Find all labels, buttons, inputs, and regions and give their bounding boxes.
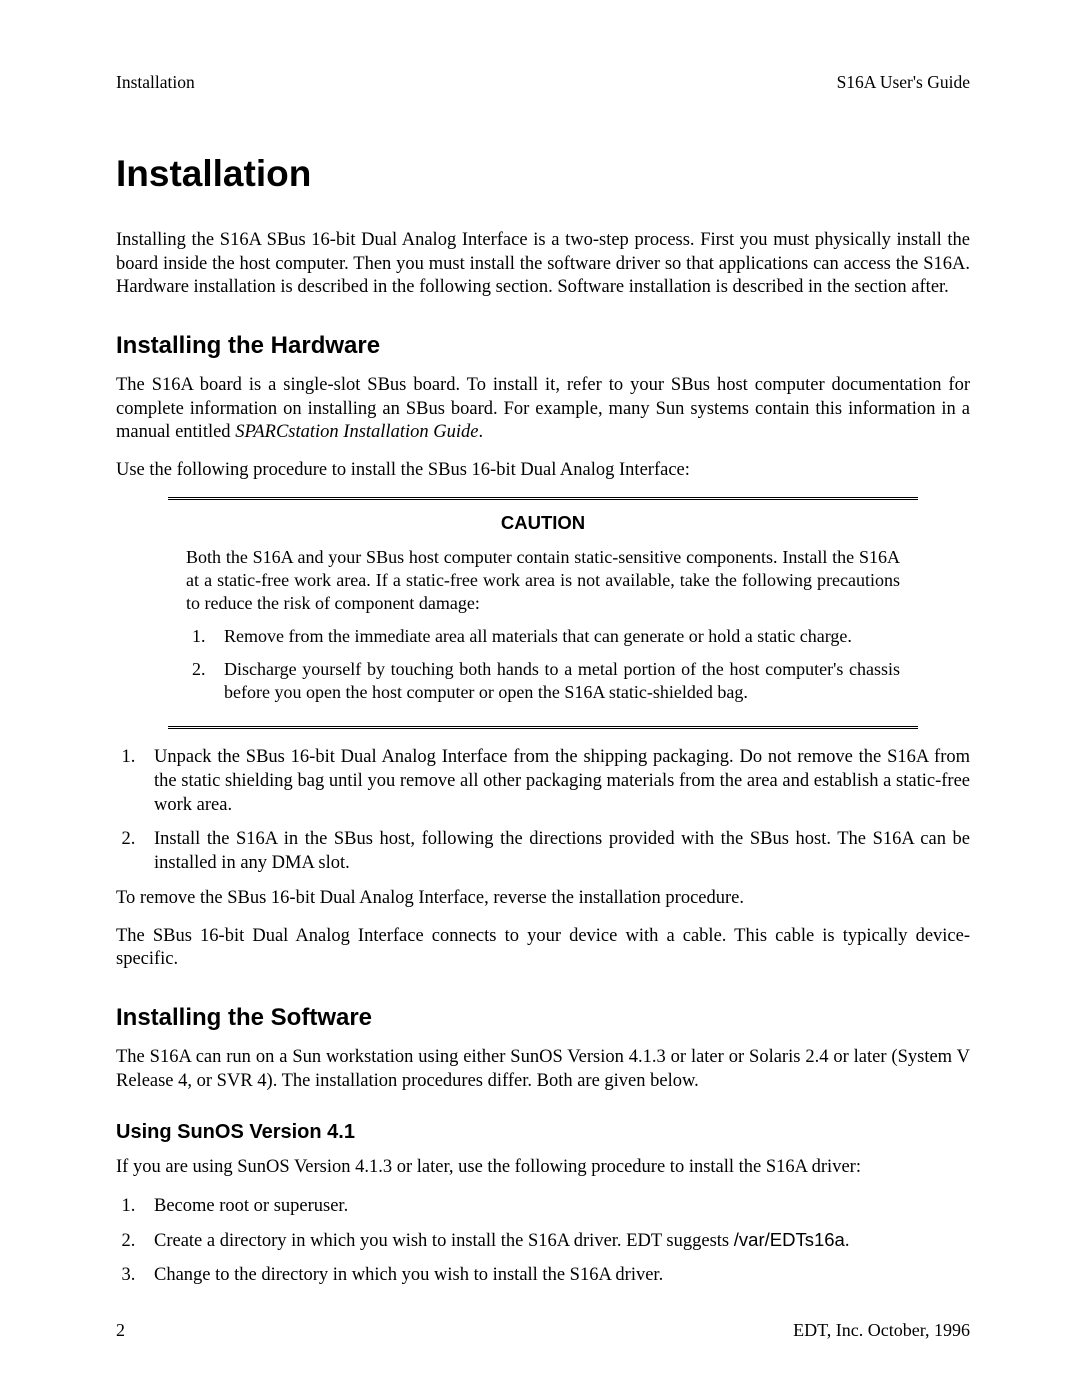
sunos-steps: Become root or superuser. Create a direc… — [116, 1194, 970, 1287]
hardware-steps: Unpack the SBus 16-bit Dual Analog Inter… — [116, 745, 970, 875]
hardware-para-2: Use the following procedure to install t… — [116, 459, 970, 483]
hw-p1-em: SPARCstation Installation Guide — [235, 422, 478, 442]
s2a: Create a directory in which you wish to … — [154, 1231, 734, 1251]
software-para-1: The S16A can run on a Sun workstation us… — [116, 1046, 970, 1093]
hardware-para-4: The SBus 16-bit Dual Analog Interface co… — [116, 925, 970, 972]
footer-right: EDT, Inc. October, 1996 — [793, 1320, 970, 1341]
page-number: 2 — [116, 1320, 125, 1341]
page-title: Installation — [116, 153, 970, 195]
software-heading: Installing the Software — [116, 1004, 970, 1032]
hardware-step: Install the S16A in the SBus host, follo… — [140, 827, 970, 875]
caution-paragraph: Both the S16A and your SBus host compute… — [186, 546, 900, 615]
s2b: . — [845, 1231, 850, 1251]
caution-item: Discharge yourself by touching both hand… — [210, 658, 900, 704]
caution-box: CAUTION Both the S16A and your SBus host… — [168, 497, 918, 729]
sunos-heading: Using SunOS Version 4.1 — [116, 1121, 970, 1144]
caution-item: Remove from the immediate area all mater… — [210, 625, 900, 648]
running-footer: 2 EDT, Inc. October, 1996 — [116, 1320, 970, 1341]
sunos-step: Create a directory in which you wish to … — [140, 1228, 970, 1253]
page: Installation S16A User's Guide Installat… — [0, 0, 1080, 1359]
hw-p1-b: . — [478, 422, 483, 442]
hardware-para-3: To remove the SBus 16-bit Dual Analog In… — [116, 887, 970, 911]
running-header: Installation S16A User's Guide — [116, 72, 970, 93]
caution-title: CAUTION — [186, 512, 900, 534]
hardware-heading: Installing the Hardware — [116, 332, 970, 360]
header-right: S16A User's Guide — [837, 72, 970, 93]
header-left: Installation — [116, 72, 195, 93]
s2code: /var/EDTs16a — [734, 1229, 845, 1250]
caution-list: Remove from the immediate area all mater… — [186, 625, 900, 704]
hardware-para-1: The S16A board is a single-slot SBus boa… — [116, 374, 970, 445]
sunos-step: Change to the directory in which you wis… — [140, 1263, 970, 1287]
hardware-step: Unpack the SBus 16-bit Dual Analog Inter… — [140, 745, 970, 817]
sunos-para: If you are using SunOS Version 4.1.3 or … — [116, 1156, 970, 1180]
intro-paragraph: Installing the S16A SBus 16-bit Dual Ana… — [116, 229, 970, 300]
sunos-step: Become root or superuser. — [140, 1194, 970, 1218]
